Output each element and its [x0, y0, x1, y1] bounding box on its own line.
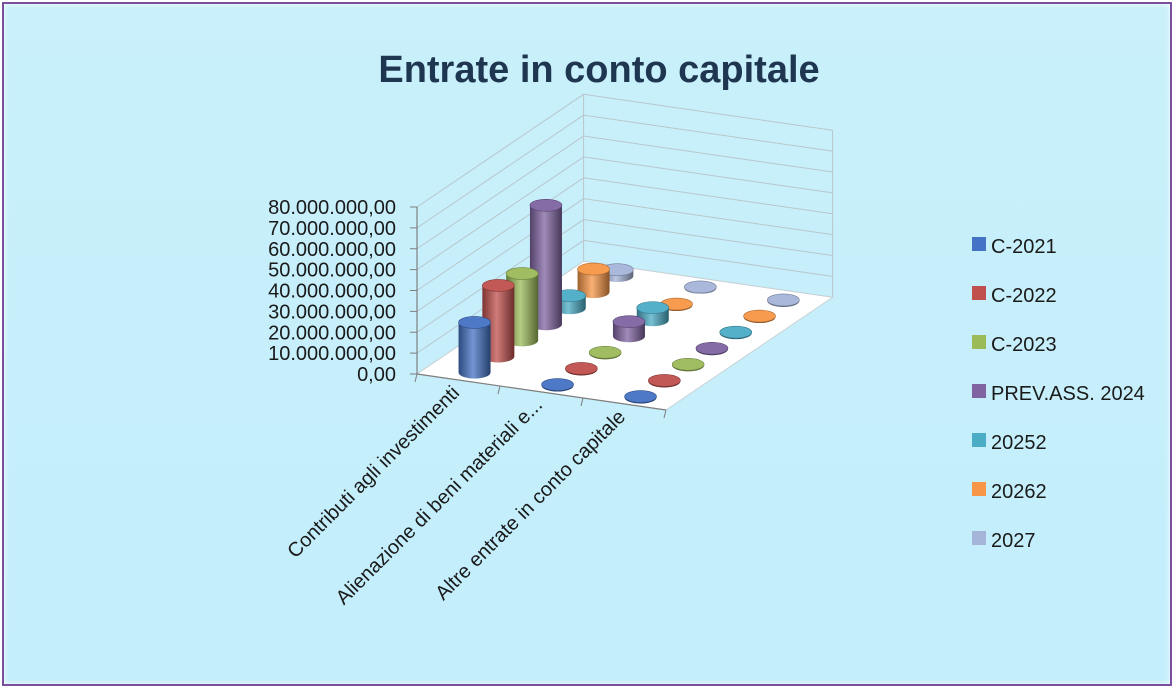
bar-cylinder [767, 293, 800, 307]
x-tick-mark [580, 397, 584, 407]
bar-cylinder [695, 341, 729, 356]
y-tick-label: 10.000.000,00 [268, 343, 396, 365]
legend-swatch [972, 286, 986, 300]
bar-cylinder [684, 280, 717, 294]
bar-top [541, 378, 574, 391]
bar-top [743, 309, 776, 323]
legend-swatch [972, 482, 986, 496]
bar-cylinder [458, 316, 491, 379]
category-label: Contributi agli investimenti [283, 382, 464, 563]
legend-swatch [972, 335, 986, 349]
y-tick-label: 80.000.000,00 [268, 197, 396, 219]
bar-cylinder [624, 390, 657, 404]
y-tick-label: 0,00 [357, 364, 396, 386]
y-axis: 0,0010.000.000,0020.000.000,0030.000.000… [268, 197, 418, 386]
bar-top [529, 198, 563, 212]
bar-cylinder [612, 315, 646, 343]
gridline [416, 156, 833, 271]
bar-top [482, 279, 515, 292]
bar-cylinder [648, 374, 681, 388]
bar-top [612, 315, 646, 328]
legend-label: 2027 [991, 530, 1036, 552]
legend-label: 20262 [991, 481, 1047, 503]
bar-top [624, 390, 657, 403]
gridline [416, 135, 833, 250]
y-tick-label: 30.000.000,00 [268, 301, 396, 323]
chart-title: Entrate in conto capitale [378, 49, 819, 91]
bar-cylinder [743, 309, 776, 324]
bar-top [458, 316, 491, 329]
bar-top [671, 358, 705, 371]
legend-swatch [972, 384, 986, 398]
bar-top [565, 362, 598, 375]
legend-label: 20252 [991, 432, 1047, 454]
gridline [416, 93, 833, 208]
x-tick-mark [663, 409, 667, 419]
bar-cylinder [577, 262, 610, 299]
bar-top [577, 262, 610, 276]
bar-top [695, 341, 729, 355]
x-axis-line [416, 373, 667, 411]
bar-top [505, 267, 539, 280]
bar-top [719, 325, 753, 339]
bar-top [588, 346, 622, 359]
gridline [416, 114, 833, 229]
bar-top [684, 280, 717, 294]
bar-body [577, 269, 610, 299]
y-tick-label: 50.000.000,00 [268, 260, 396, 282]
legend-label: C-2021 [991, 236, 1057, 258]
chart-bars [458, 198, 800, 404]
bar-top [767, 293, 800, 307]
x-tick-mark [497, 385, 501, 395]
category-label: Alienazione di beni materiali e... [332, 394, 547, 609]
chart-svg: Entrate in conto capitale 0,0010.000.000… [268, 49, 1145, 609]
bar-cylinder [671, 358, 705, 372]
legend-label: C-2023 [991, 334, 1057, 356]
legend: C-2021 C-2022 C-2023 PREV.ASS. 2024 20252 202… [972, 236, 1145, 552]
y-tick-label: 60.000.000,00 [268, 239, 396, 261]
bar-cylinder [719, 325, 753, 340]
bar-cylinder [565, 362, 598, 376]
x-axis: Contributi agli investimentiAlienazione … [283, 373, 667, 609]
legend-label: PREV.ASS. 2024 [991, 383, 1145, 405]
y-tick-label: 70.000.000,00 [268, 218, 396, 240]
legend-swatch [972, 237, 986, 251]
legend-swatch [972, 433, 986, 447]
bar-body [458, 322, 491, 379]
bar-cylinder [541, 378, 574, 392]
bar-top [648, 374, 681, 387]
x-tick-mark [414, 373, 418, 383]
category-label: Altre entrate in conto capitale [431, 406, 630, 605]
bar-cylinder [588, 346, 622, 360]
legend-swatch [972, 531, 986, 545]
y-tick-label: 20.000.000,00 [268, 322, 396, 344]
y-tick-label: 40.000.000,00 [268, 281, 396, 303]
legend-label: C-2022 [991, 285, 1057, 307]
bar-top [636, 301, 670, 314]
